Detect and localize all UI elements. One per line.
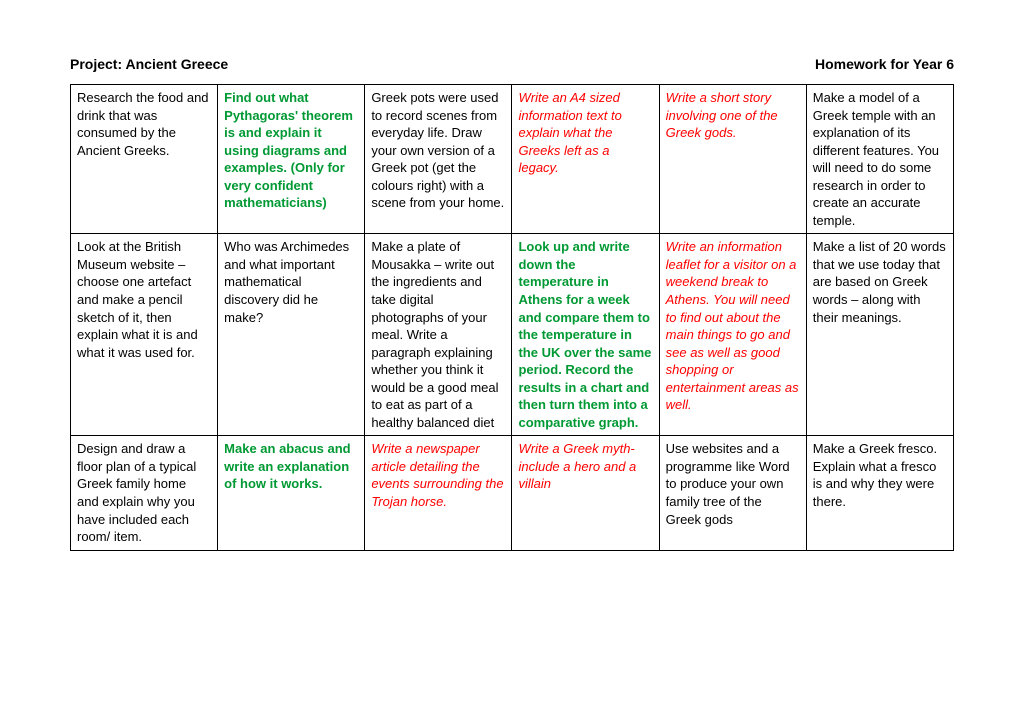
cell-text: Make an abacus and write an explanation … xyxy=(224,441,350,491)
cell-text: Write a Greek myth- include a hero and a… xyxy=(518,441,636,491)
cell-text: Make a model of a Greek temple with an e… xyxy=(813,90,939,228)
homework-cell: Design and draw a floor plan of a typica… xyxy=(71,436,218,550)
table-row: Design and draw a floor plan of a typica… xyxy=(71,436,954,550)
cell-text: Greek pots were used to record scenes fr… xyxy=(371,90,504,210)
table-row: Look at the British Museum website – cho… xyxy=(71,234,954,436)
homework-cell: Make a model of a Greek temple with an e… xyxy=(806,85,953,234)
cell-text: Use websites and a programme like Word t… xyxy=(666,441,790,526)
homework-grid: Research the food and drink that was con… xyxy=(70,84,954,551)
homework-cell: Use websites and a programme like Word t… xyxy=(659,436,806,550)
cell-text: Who was Archimedes and what important ma… xyxy=(224,239,349,324)
cell-text: Make a plate of Mousakka – write out the… xyxy=(371,239,498,429)
homework-cell: Write a short story involving one of the… xyxy=(659,85,806,234)
cell-text: Look at the British Museum website – cho… xyxy=(77,239,198,359)
homework-cell: Greek pots were used to record scenes fr… xyxy=(365,85,512,234)
cell-text: Make a list of 20 words that we use toda… xyxy=(813,239,946,324)
homework-cell: Make a plate of Mousakka – write out the… xyxy=(365,234,512,436)
document-header: Project: Ancient Greece Homework for Yea… xyxy=(70,56,954,72)
cell-text: Research the food and drink that was con… xyxy=(77,90,209,158)
homework-cell: Who was Archimedes and what important ma… xyxy=(218,234,365,436)
cell-text: Find out what Pythagoras' theorem is and… xyxy=(224,90,353,210)
table-row: Research the food and drink that was con… xyxy=(71,85,954,234)
cell-text: Write an A4 sized information text to ex… xyxy=(518,90,621,175)
cell-text: Design and draw a floor plan of a typica… xyxy=(77,441,196,544)
cell-text: Make a Greek fresco. xyxy=(813,441,937,456)
homework-cell: Make a Greek fresco. Explain what a fresc… xyxy=(806,436,953,550)
homework-cell: Make an abacus and write an explanation … xyxy=(218,436,365,550)
homework-cell: Write an information leaflet for a visit… xyxy=(659,234,806,436)
homework-cell: Write a newspaper article detailing the … xyxy=(365,436,512,550)
document-page: Project: Ancient Greece Homework for Yea… xyxy=(0,0,1024,591)
homework-cell: Write a Greek myth- include a hero and a… xyxy=(512,436,659,550)
homework-cell: Find out what Pythagoras' theorem is and… xyxy=(218,85,365,234)
homework-cell: Look up and write down the temperature i… xyxy=(512,234,659,436)
cell-text: Look up and write down the temperature i… xyxy=(518,239,651,429)
header-right: Homework for Year 6 xyxy=(815,56,954,72)
header-left: Project: Ancient Greece xyxy=(70,56,228,72)
cell-text: Write a short story involving one of the… xyxy=(666,90,778,140)
homework-cell: Write an A4 sized information text to ex… xyxy=(512,85,659,234)
cell-text: Explain what a fresco is and why they we… xyxy=(813,459,937,509)
cell-text: Write a newspaper article detailing the … xyxy=(371,441,503,509)
homework-cell: Make a list of 20 words that we use toda… xyxy=(806,234,953,436)
cell-text: Write an information leaflet for a visit… xyxy=(666,239,799,412)
homework-cell: Look at the British Museum website – cho… xyxy=(71,234,218,436)
homework-cell: Research the food and drink that was con… xyxy=(71,85,218,234)
